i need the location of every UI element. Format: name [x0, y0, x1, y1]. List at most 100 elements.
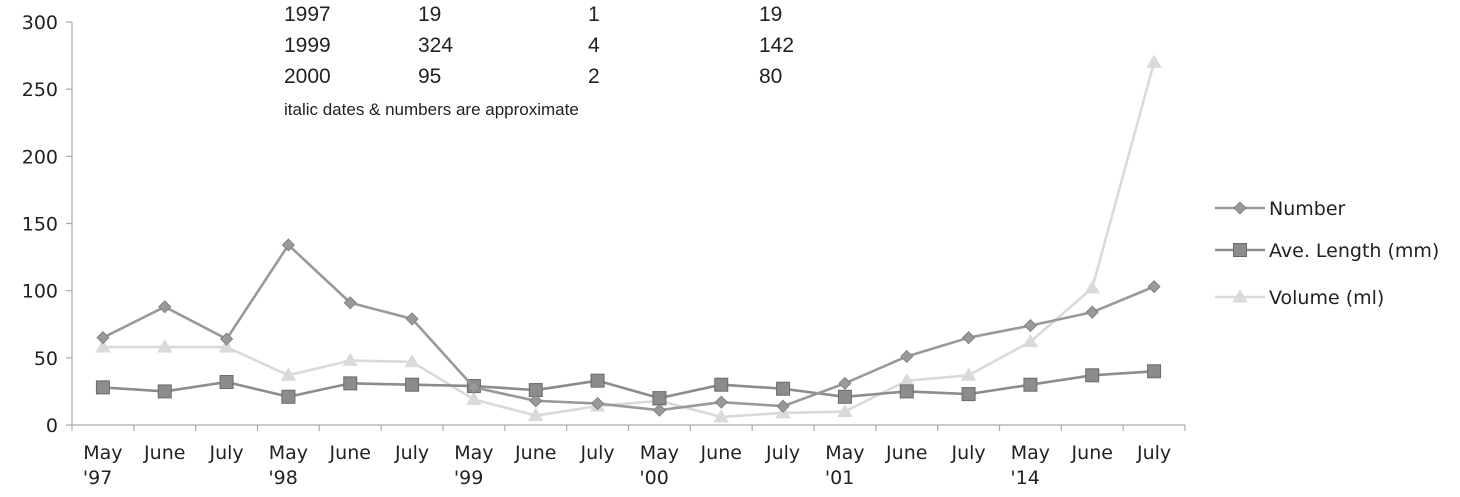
data-point: [899, 384, 914, 399]
data-point: [467, 380, 481, 394]
data-point: [157, 339, 173, 353]
data-point: [1085, 368, 1100, 383]
axes: 0 50 100 150 200 250 300 May '97 June July May '98 Ju…: [22, 12, 1186, 489]
x-tick-label: July: [208, 442, 243, 464]
y-tick-label: 150: [22, 214, 58, 236]
x-tick-label: June: [885, 442, 927, 464]
data-point: [591, 396, 605, 411]
legend-marker: [1232, 289, 1248, 303]
x-tick-label: May: [825, 442, 864, 464]
x-tick-label: May: [269, 442, 308, 464]
table-cell: 80: [759, 65, 782, 88]
data-point: [714, 377, 729, 392]
x-tick-label: July: [950, 442, 985, 464]
data-point: [1147, 280, 1161, 294]
data-point: [776, 381, 791, 396]
data-point: [95, 380, 110, 395]
x-tick-label: May: [640, 442, 679, 464]
x-tick-sublabel: '97: [83, 467, 112, 489]
table-cell: 324: [418, 34, 453, 57]
x-tick-sublabel: '00: [639, 467, 668, 489]
series-line: [102, 243, 1155, 412]
data-point: [343, 376, 358, 391]
data-point: [776, 399, 790, 413]
inset-table: 1997 19 1 19 1999 324 4 142 2000 95 2 80 italic date…: [284, 3, 794, 119]
x-tick-sublabel: '14: [1010, 467, 1039, 489]
data-point: [652, 391, 667, 406]
y-tick-label: 0: [46, 415, 58, 437]
data-point: [281, 389, 296, 404]
data-point: [714, 395, 728, 409]
data-point: [838, 376, 852, 390]
y-tick-label: 300: [22, 12, 58, 34]
series-line: [102, 61, 1156, 419]
data-point: [1084, 280, 1100, 294]
x-tick-label: July: [394, 442, 429, 464]
legend: Number Ave. Length (mm) Volume (ml): [1215, 198, 1439, 309]
series-line: [102, 369, 1155, 400]
data-point: [962, 331, 976, 345]
data-point: [280, 367, 297, 381]
data-point: [960, 367, 977, 381]
data-point: [1085, 305, 1099, 319]
table-cell: 1999: [284, 34, 331, 57]
x-tick-sublabel: '98: [268, 467, 297, 489]
x-tick-label: July: [579, 442, 614, 464]
data-point: [219, 375, 234, 390]
data-point: [652, 403, 666, 417]
data-point: [218, 339, 235, 353]
x-tick-label: May: [454, 442, 493, 464]
data-point: [404, 354, 420, 368]
data-point: [529, 394, 543, 408]
data-point: [961, 387, 976, 402]
table-cell: 4: [588, 34, 600, 57]
table-cell: 19: [418, 3, 441, 26]
x-tick-label: June: [143, 442, 185, 464]
legend-marker: [1233, 243, 1247, 257]
table-cell: 19: [759, 3, 782, 26]
data-point: [837, 403, 853, 417]
data-point: [342, 352, 358, 366]
data-point: [837, 389, 852, 404]
table-cell: 95: [418, 65, 441, 88]
data-point: [405, 312, 419, 326]
data-point: [158, 300, 172, 314]
data-point: [281, 238, 295, 252]
x-tick-label: July: [765, 442, 800, 464]
y-tick-label: 50: [34, 348, 58, 370]
x-tick-label: May: [83, 442, 122, 464]
table-note: italic dates & numbers are approximate: [284, 100, 579, 119]
y-tick-label: 250: [22, 79, 58, 101]
table-cell: 2: [588, 65, 600, 88]
data-point: [405, 377, 420, 392]
data-point: [1022, 333, 1039, 348]
x-tick-label: July: [1136, 442, 1171, 464]
data-point: [528, 407, 544, 421]
data-point: [343, 296, 357, 310]
data-point: [96, 331, 110, 345]
data-point: [1023, 377, 1038, 392]
x-tick-label: June: [329, 442, 371, 464]
legend-label: Number: [1269, 198, 1346, 220]
x-tick-label: June: [514, 442, 556, 464]
series-group: [95, 54, 1162, 423]
x-tick-sublabel: '01: [825, 467, 854, 489]
series-2: [95, 54, 1162, 423]
series-0: [96, 238, 1161, 417]
data-point: [1023, 319, 1037, 333]
y-tick-label: 200: [22, 146, 58, 168]
legend-label: Volume (ml): [1269, 287, 1384, 309]
x-tick-label: May: [1011, 442, 1050, 464]
data-point: [1147, 364, 1162, 379]
y-tick-label: 100: [22, 281, 58, 303]
x-tick-sublabel: '99: [454, 467, 483, 489]
data-point: [713, 409, 729, 423]
data-point: [466, 391, 482, 405]
data-point: [157, 384, 172, 399]
series-1: [95, 364, 1162, 406]
table-cell: 142: [759, 34, 794, 57]
legend-label: Ave. Length (mm): [1269, 240, 1439, 262]
table-cell: 1: [588, 3, 600, 26]
